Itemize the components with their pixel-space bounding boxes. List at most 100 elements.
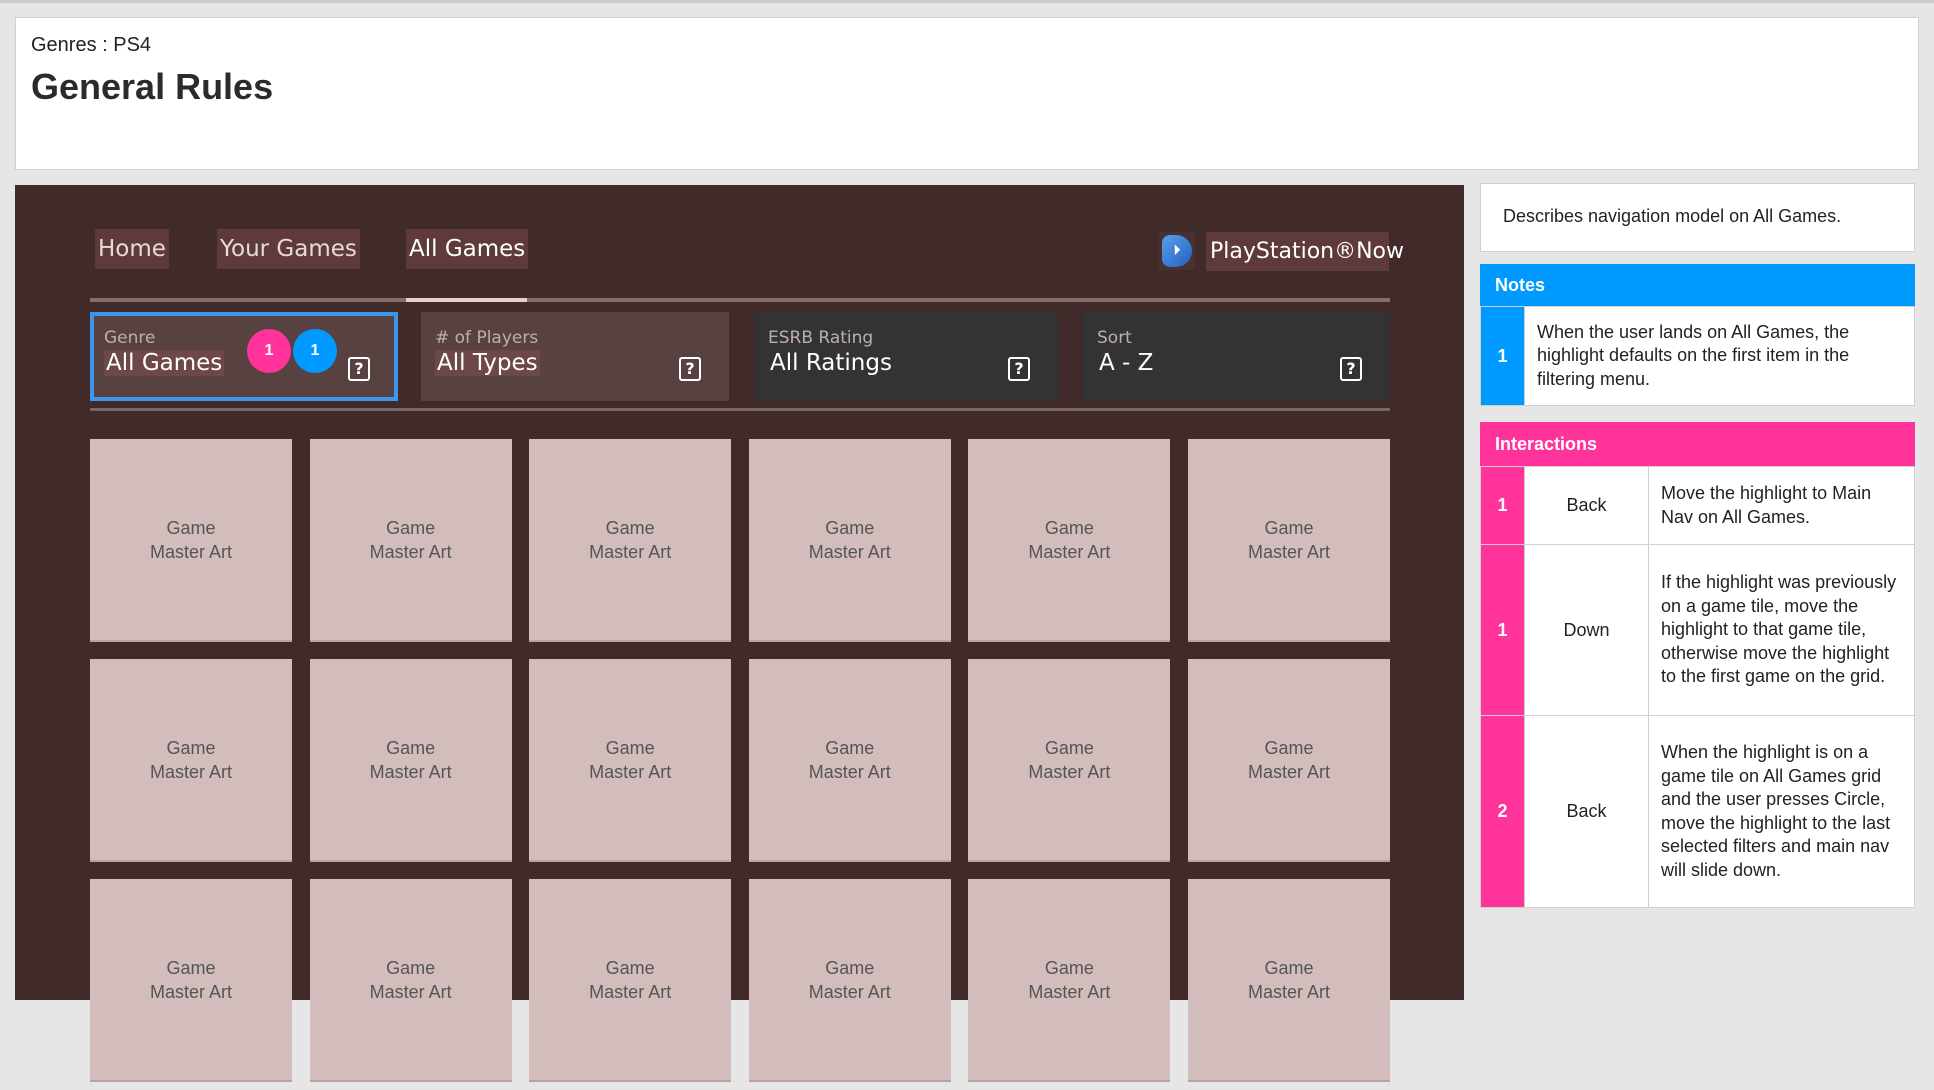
notes-table: 1 When the user lands on All Games, the … — [1480, 306, 1915, 406]
tile-line-1: Game — [605, 737, 655, 758]
tile-line-1: Game — [386, 737, 436, 758]
filter-esrb[interactable]: ESRB Rating All Ratings ? — [754, 312, 1058, 401]
tile-line-1: Game — [1044, 957, 1094, 978]
tile-line-1: Game — [825, 957, 875, 978]
game-tile-label: Game Master Art — [370, 736, 452, 784]
active-tab-indicator — [406, 298, 527, 302]
help-icon[interactable]: ? — [1340, 357, 1362, 381]
tile-line-2: Master Art — [808, 981, 891, 1002]
tile-line-2: Master Art — [589, 981, 672, 1002]
game-tile[interactable]: Game Master Art — [529, 659, 732, 862]
tile-line-2: Master Art — [1247, 541, 1330, 562]
tile-line-1: Game — [605, 517, 655, 538]
annotation-badge-note: 1 — [293, 329, 337, 373]
tile-line-2: Master Art — [369, 761, 452, 782]
annotation-badge-interaction: 1 — [247, 329, 291, 373]
game-tile[interactable]: Game Master Art — [968, 879, 1171, 1082]
interaction-action: Down — [1524, 544, 1649, 716]
note-text: When the user lands on All Games, the hi… — [1524, 306, 1915, 406]
top-border — [0, 0, 1934, 3]
help-icon[interactable]: ? — [1008, 357, 1030, 381]
game-tile[interactable]: Game Master Art — [1187, 659, 1390, 862]
tile-line-2: Master Art — [1028, 541, 1111, 562]
game-tile-label: Game Master Art — [150, 516, 232, 564]
nav-tab-your-games[interactable]: Your Games — [217, 229, 360, 269]
game-tile-label: Game Master Art — [370, 516, 452, 564]
filter-value: All Ratings — [770, 350, 892, 376]
game-tile-label: Game Master Art — [370, 956, 452, 1004]
interactions-table: 1 Back Move the highlight to Main Nav on… — [1480, 466, 1915, 908]
interaction-action: Back — [1524, 715, 1649, 908]
tile-line-1: Game — [166, 957, 216, 978]
filter-label: Sort — [1097, 328, 1132, 348]
page-header: Genres : PS4 General Rules — [15, 17, 1919, 170]
game-tile[interactable]: Game Master Art — [529, 439, 732, 642]
filter-value: All Games — [104, 350, 225, 376]
game-tile[interactable]: Game Master Art — [309, 439, 512, 642]
interaction-row: 1 Back Move the highlight to Main Nav on… — [1480, 466, 1915, 545]
game-tile[interactable]: Game Master Art — [309, 659, 512, 862]
game-tile-label: Game Master Art — [1248, 736, 1330, 784]
tile-line-1: Game — [386, 517, 436, 538]
tile-line-2: Master Art — [369, 541, 452, 562]
note-number: 1 — [1480, 306, 1525, 406]
tile-line-1: Game — [1264, 957, 1314, 978]
game-tile[interactable]: Game Master Art — [748, 879, 951, 1082]
tile-line-2: Master Art — [149, 541, 233, 562]
filter-value: A - Z — [1099, 350, 1154, 376]
help-icon[interactable]: ? — [679, 357, 701, 381]
tile-line-2: Master Art — [808, 761, 891, 782]
tile-line-2: Master Art — [1028, 981, 1111, 1002]
game-tile[interactable]: Game Master Art — [748, 659, 951, 862]
game-tile[interactable]: Game Master Art — [748, 439, 951, 642]
tile-line-2: Master Art — [589, 541, 672, 562]
filter-label: Genre — [104, 328, 156, 348]
interaction-action: Back — [1524, 466, 1649, 545]
nav-tab-all-games[interactable]: All Games — [406, 229, 529, 269]
tile-line-1: Game — [166, 737, 216, 758]
tile-line-1: Game — [1044, 517, 1094, 538]
tile-line-2: Master Art — [369, 981, 452, 1002]
filter-genre[interactable]: Genre All Games ? — [90, 312, 398, 401]
filter-players[interactable]: # of Players All Types ? — [421, 312, 729, 401]
tile-line-2: Master Art — [808, 541, 891, 562]
game-tile[interactable]: Game Master Art — [968, 439, 1171, 642]
game-tile-label: Game Master Art — [1028, 956, 1110, 1004]
playstation-logo-icon: ⏵ — [1159, 232, 1195, 270]
filter-label: ESRB Rating — [768, 328, 874, 348]
game-tile-label: Game Master Art — [589, 516, 671, 564]
tile-line-1: Game — [166, 517, 216, 538]
breadcrumb: Genres : PS4 — [31, 34, 152, 56]
nav-divider — [90, 298, 1390, 302]
game-tile[interactable]: Game Master Art — [968, 659, 1171, 862]
filter-sort[interactable]: Sort A - Z ? — [1083, 312, 1390, 401]
game-tile-label: Game Master Art — [1028, 516, 1110, 564]
interaction-number: 1 — [1480, 544, 1525, 716]
game-tile[interactable]: Game Master Art — [1187, 879, 1390, 1082]
interaction-row: 1 Down If the highlight was previously o… — [1480, 544, 1915, 716]
playstation-now-button[interactable]: PlayStation®Now — [1206, 232, 1404, 271]
notes-header: Notes — [1480, 264, 1915, 306]
game-tile[interactable]: Game Master Art — [1187, 439, 1390, 642]
game-tile-label: Game Master Art — [809, 956, 891, 1004]
tile-line-1: Game — [1264, 737, 1314, 758]
game-tile-label: Game Master Art — [589, 956, 671, 1004]
interaction-number: 2 — [1480, 715, 1525, 908]
game-tile[interactable]: Game Master Art — [90, 879, 292, 1082]
help-icon[interactable]: ? — [348, 357, 370, 381]
game-grid: Game Master Art Game Master Art Game Master A… — [90, 439, 1390, 1082]
game-tile[interactable]: Game Master Art — [529, 879, 732, 1082]
game-tile[interactable]: Game Master Art — [90, 659, 292, 862]
nav-tab-home[interactable]: Home — [95, 229, 169, 269]
tile-line-2: Master Art — [1247, 761, 1330, 782]
game-tile-label: Game Master Art — [809, 516, 891, 564]
game-tile[interactable]: Game Master Art — [309, 879, 512, 1082]
game-tile-label: Game Master Art — [1248, 516, 1330, 564]
game-tile-label: Game Master Art — [589, 736, 671, 784]
game-tile[interactable]: Game Master Art — [90, 439, 292, 642]
tile-line-2: Master Art — [589, 761, 672, 782]
game-tile-label: Game Master Art — [1248, 956, 1330, 1004]
interaction-text: If the highlight was previously on a gam… — [1648, 544, 1915, 716]
interactions-header: Interactions — [1480, 422, 1915, 466]
tile-line-1: Game — [386, 957, 436, 978]
